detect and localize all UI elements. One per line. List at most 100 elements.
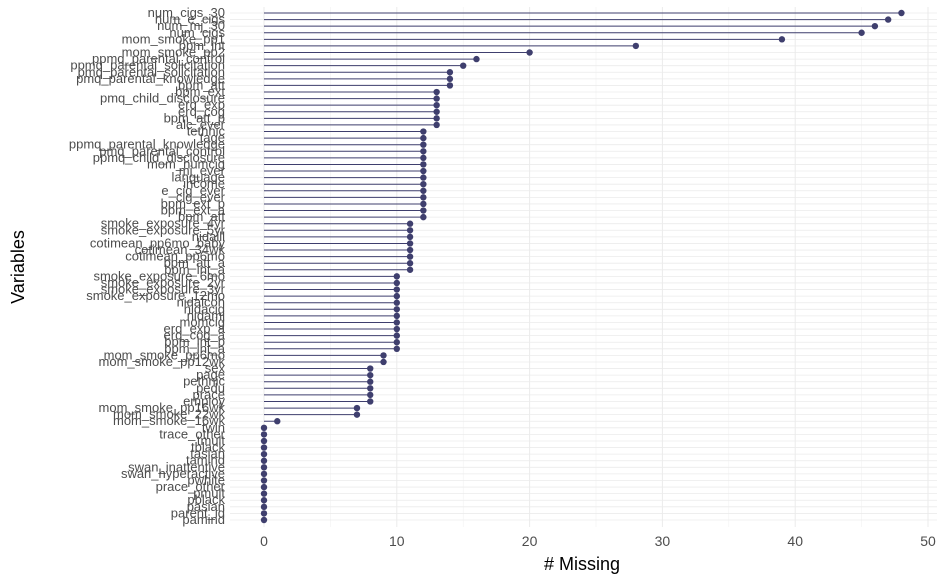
y-tick-label: bpm_int_p bbox=[164, 334, 225, 349]
y-tick-label: ppmq_parental_control bbox=[92, 51, 225, 66]
lollipop-point bbox=[393, 299, 400, 306]
y-tick-label: trace_other bbox=[159, 426, 225, 441]
lollipop-point bbox=[393, 319, 400, 326]
lollipop-point bbox=[367, 398, 374, 405]
lollipop-point bbox=[353, 404, 361, 412]
y-tick-label: parent_id bbox=[171, 505, 225, 520]
y-tick-label: mom_smoke_pp12wk bbox=[99, 354, 226, 369]
lollipop-point bbox=[446, 69, 454, 76]
lollipop-point bbox=[260, 516, 268, 524]
lollipop-point bbox=[274, 418, 281, 425]
y-tick-label: pwhite bbox=[187, 472, 225, 487]
y-tick-label: tasian bbox=[190, 446, 225, 461]
y-tick-label: smoke_exposure_5yr bbox=[101, 222, 226, 237]
lollipop-point bbox=[420, 207, 427, 214]
y-axis-title: Variables bbox=[8, 230, 28, 304]
lollipop-point bbox=[260, 477, 268, 484]
y-tick-label: bpm_ext bbox=[175, 84, 225, 99]
y-tick-label: bpm_att_a bbox=[164, 255, 226, 270]
y-tick-label: bpm_int_a bbox=[164, 341, 225, 356]
x-tick-label: 0 bbox=[260, 533, 268, 549]
lollipop-point bbox=[871, 22, 879, 30]
y-tick-label: bpm_ext_a bbox=[161, 203, 226, 218]
y-tick-label: num_cigs bbox=[169, 25, 225, 40]
lollipop-point bbox=[420, 154, 427, 162]
lollipop-point bbox=[420, 161, 427, 168]
lollipop-point bbox=[367, 371, 374, 379]
lollipop-point bbox=[260, 444, 268, 451]
y-tick-label: nidamj bbox=[187, 308, 225, 323]
y-tick-label: tethnic bbox=[187, 124, 226, 139]
y-tick-label: swan_hyperactive bbox=[121, 466, 225, 481]
y-tick-label: alc_ever bbox=[176, 117, 226, 132]
y-tick-label: erq_cog bbox=[178, 104, 225, 119]
lollipop-point bbox=[260, 424, 268, 432]
y-tick-label: ppmq_parental_knowledge bbox=[69, 137, 225, 152]
y-tick-label: pasian bbox=[187, 499, 225, 514]
lollipop-point bbox=[380, 358, 387, 366]
lollipop-point bbox=[420, 141, 427, 148]
y-tick-label: tamind bbox=[186, 453, 225, 468]
lollipop-point bbox=[433, 115, 440, 122]
y-tick-label: mom_smoke_pp16wk bbox=[99, 400, 226, 415]
lollipop-point bbox=[420, 134, 427, 142]
y-tick-label: pmq_parental_solicitation bbox=[78, 64, 225, 79]
y-tick-label: employ bbox=[183, 393, 225, 408]
lollipop-point bbox=[473, 55, 480, 63]
y-tick-label: nidalcoh bbox=[177, 295, 225, 310]
y-tick-label: mom_smoke_pp6mo bbox=[104, 347, 225, 362]
lollipop-point bbox=[406, 260, 414, 267]
x-tick-labels: 0 10 20 30 40 50 bbox=[260, 533, 936, 549]
lollipop-point bbox=[393, 292, 400, 300]
y-tick-label: pethnic bbox=[183, 374, 225, 389]
lollipop-point bbox=[393, 325, 400, 333]
y-tick-label: pamind bbox=[182, 512, 225, 527]
x-tick-label: 40 bbox=[787, 533, 803, 549]
y-tick-label: momcig bbox=[179, 314, 225, 329]
y-tick-label: bpm_att_p bbox=[164, 110, 225, 125]
y-tick-labels: num_cigs_30num_e_cigsnum_mj_30num_cigsmo… bbox=[69, 5, 226, 527]
y-tick-label: prace bbox=[192, 387, 225, 402]
x-tick-label: 50 bbox=[920, 533, 936, 549]
y-tick-label: mom_numcig bbox=[147, 156, 225, 171]
lollipop-point bbox=[260, 490, 268, 497]
lollipop-point bbox=[260, 457, 268, 464]
lollipop-point bbox=[406, 227, 414, 234]
y-tick-label: erq_cog_a bbox=[164, 328, 226, 343]
y-tick-label: bpm_att bbox=[178, 209, 225, 224]
y-tick-label: mom_smoke_22wk bbox=[113, 407, 225, 422]
y-tick-label: num_cigs_30 bbox=[148, 5, 225, 20]
y-tick-label: twin bbox=[202, 420, 225, 435]
lollipop-point bbox=[446, 82, 454, 89]
y-tick-label: pblack bbox=[187, 492, 225, 507]
lollipop-point bbox=[778, 36, 786, 43]
y-tick-label: language bbox=[172, 170, 226, 185]
y-tick-label: cig_ever bbox=[176, 189, 226, 204]
y-tick-label: cotimean_34wk bbox=[135, 242, 226, 257]
lollipop-point bbox=[433, 108, 440, 115]
y-tick-label: pmq_parental_control bbox=[99, 143, 225, 158]
y-tick-label: pmq_child_disclosure bbox=[100, 91, 225, 106]
y-tick-label: mom_smoke_16wk bbox=[113, 413, 225, 428]
lollipop-point bbox=[260, 431, 268, 438]
y-tick-label: bpm_ext_p bbox=[161, 196, 225, 211]
lollipop-point bbox=[260, 464, 268, 471]
lollipop-point bbox=[460, 62, 467, 69]
lollipop-point bbox=[420, 174, 427, 181]
y-tick-label: erq_exp_a bbox=[164, 321, 226, 336]
y-tick-label: nidacig bbox=[184, 301, 225, 316]
lollipop-point bbox=[420, 148, 427, 155]
lollipop-point bbox=[393, 332, 400, 339]
lollipop-point bbox=[260, 470, 268, 478]
y-tick-label: sex bbox=[205, 361, 226, 376]
y-tick-label: erq_exp bbox=[178, 97, 225, 112]
points-layer bbox=[260, 9, 905, 524]
y-tick-label: bpm_int bbox=[179, 38, 226, 53]
lollipop-point bbox=[393, 273, 400, 280]
lollipop-point bbox=[393, 345, 400, 353]
lollipop-point bbox=[367, 378, 374, 385]
y-tick-label: pedu bbox=[196, 380, 225, 395]
lollipop-point bbox=[433, 121, 440, 129]
x-tick-label: 20 bbox=[522, 533, 538, 549]
